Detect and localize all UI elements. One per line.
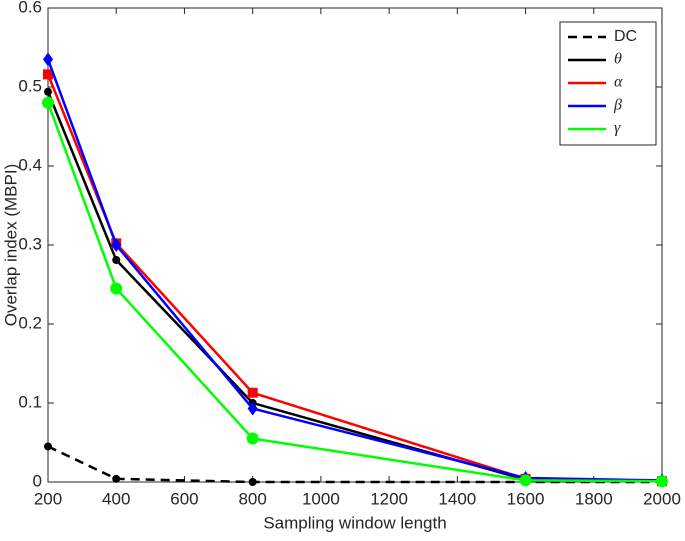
legend-label: θ bbox=[614, 51, 622, 68]
marker bbox=[519, 474, 532, 487]
x-tick-label: 600 bbox=[170, 489, 198, 508]
x-tick-label: 200 bbox=[34, 489, 62, 508]
series-line bbox=[47, 445, 662, 484]
marker bbox=[110, 282, 123, 295]
marker bbox=[247, 387, 258, 398]
marker bbox=[247, 401, 258, 416]
x-tick-label: 1400 bbox=[438, 489, 476, 508]
x-tick-label: 1800 bbox=[575, 489, 613, 508]
y-tick-label: 0.3 bbox=[18, 234, 42, 253]
y-axis-label: Overlap index (MBPI) bbox=[1, 164, 20, 327]
marker bbox=[111, 238, 122, 252]
legend-label: β bbox=[613, 97, 622, 114]
y-tick-label: 0 bbox=[33, 471, 42, 490]
x-tick-label: 1000 bbox=[302, 489, 340, 508]
y-tick-label: 0.6 bbox=[18, 0, 42, 16]
legend-label: γ bbox=[614, 120, 621, 137]
y-tick-label: 0.4 bbox=[18, 155, 42, 174]
x-tick-label: 800 bbox=[238, 489, 266, 508]
legend-label: DC bbox=[614, 28, 637, 45]
x-tick-label: 400 bbox=[102, 489, 130, 508]
y-tick-label: 0.2 bbox=[18, 313, 42, 332]
marker bbox=[44, 442, 52, 451]
marker bbox=[656, 475, 668, 488]
marker bbox=[112, 256, 121, 265]
x-tick-label: 2000 bbox=[643, 489, 681, 508]
x-tick-label: 1600 bbox=[507, 489, 545, 508]
x-axis-label: Sampling window length bbox=[263, 513, 446, 532]
marker bbox=[43, 69, 53, 80]
series-line bbox=[46, 91, 663, 483]
x-tick-label: 1200 bbox=[370, 489, 408, 508]
marker bbox=[42, 96, 54, 109]
marker bbox=[44, 87, 52, 96]
y-tick-label: 0.5 bbox=[18, 76, 42, 95]
marker bbox=[43, 52, 53, 67]
legend-label: α bbox=[614, 74, 623, 91]
marker bbox=[246, 432, 259, 445]
y-tick-label: 0.1 bbox=[18, 392, 42, 411]
marker bbox=[112, 474, 121, 483]
marker bbox=[248, 478, 257, 486]
